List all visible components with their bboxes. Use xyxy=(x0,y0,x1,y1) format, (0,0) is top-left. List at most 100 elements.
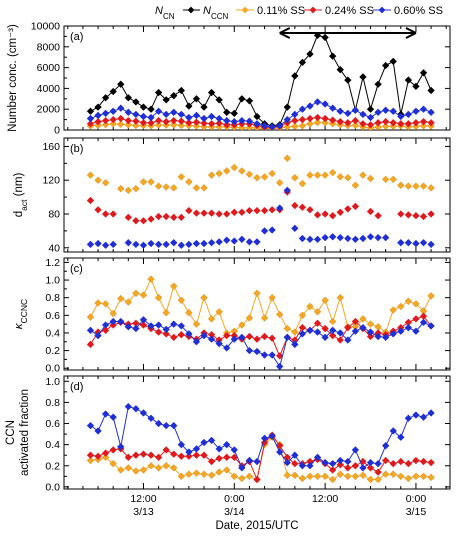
data-point xyxy=(94,452,102,461)
data-point xyxy=(253,475,261,484)
data-point xyxy=(185,240,193,249)
data-point xyxy=(313,171,322,179)
data-point xyxy=(132,467,140,475)
data-point xyxy=(344,464,352,472)
data-point xyxy=(404,474,413,483)
data-point xyxy=(253,347,261,356)
data-point xyxy=(344,457,352,466)
data-point xyxy=(139,466,148,474)
y-tick-label: 6000 xyxy=(37,62,61,74)
data-point xyxy=(366,332,375,341)
data-point xyxy=(397,210,405,218)
data-point xyxy=(222,210,231,218)
data-point xyxy=(230,109,239,118)
data-point xyxy=(109,115,117,124)
data-point xyxy=(336,293,345,302)
data-point xyxy=(389,306,397,314)
data-point xyxy=(192,122,201,130)
data-point xyxy=(109,446,117,454)
data-point xyxy=(412,472,420,481)
data-point xyxy=(427,240,435,249)
data-point xyxy=(313,211,322,219)
data-point xyxy=(94,427,102,435)
legend-marker-024 xyxy=(309,6,317,14)
data-point xyxy=(283,458,292,467)
data-point xyxy=(124,94,133,102)
data-point xyxy=(306,171,314,179)
data-point xyxy=(139,291,148,299)
data-point xyxy=(215,445,223,453)
data-point xyxy=(238,208,246,217)
data-point xyxy=(222,121,231,129)
data-point xyxy=(215,468,223,476)
data-point xyxy=(222,167,231,175)
data-point xyxy=(336,460,345,469)
data-point xyxy=(109,210,117,218)
data-point xyxy=(336,208,345,217)
data-point xyxy=(222,453,231,462)
data-point xyxy=(192,451,201,459)
data-point xyxy=(419,472,428,481)
data-point xyxy=(298,474,307,483)
data-point xyxy=(117,184,125,193)
data-point xyxy=(86,171,95,179)
data-point xyxy=(427,86,435,95)
data-point xyxy=(397,120,405,128)
series-0-24-ss xyxy=(86,312,435,360)
data-point xyxy=(200,239,208,248)
panel-label: (b) xyxy=(70,143,83,155)
data-point xyxy=(404,414,413,422)
y-axis-title: dact (nm) xyxy=(13,173,29,218)
data-point xyxy=(245,170,254,179)
data-point xyxy=(117,443,125,451)
data-point xyxy=(200,331,208,340)
data-point xyxy=(291,328,299,336)
data-point xyxy=(207,171,216,179)
data-point xyxy=(169,116,178,125)
data-point xyxy=(101,453,110,462)
data-point xyxy=(101,121,110,129)
data-point xyxy=(366,121,375,129)
data-point xyxy=(298,115,307,124)
data-point xyxy=(336,329,345,337)
data-point xyxy=(109,87,117,96)
data-point xyxy=(147,239,155,248)
x-tick-label: 12:00 xyxy=(130,493,156,505)
data-point xyxy=(132,404,140,413)
data-point xyxy=(336,470,345,478)
data-point xyxy=(238,321,246,329)
data-point xyxy=(268,334,276,343)
data-point xyxy=(381,470,390,478)
data-point xyxy=(139,217,148,225)
data-point xyxy=(291,471,299,480)
data-point xyxy=(154,121,163,129)
data-point xyxy=(374,233,382,242)
data-point xyxy=(298,58,307,67)
data-point xyxy=(124,186,133,195)
data-point xyxy=(381,233,390,242)
data-point xyxy=(238,95,246,103)
data-point xyxy=(419,238,428,247)
data-point xyxy=(139,409,148,417)
data-point xyxy=(344,323,352,332)
data-point xyxy=(139,118,148,127)
data-point xyxy=(291,224,299,233)
y-tick-label: 2000 xyxy=(37,104,61,116)
data-point xyxy=(291,451,299,459)
legend-label-011: 0.11% SS xyxy=(257,5,305,17)
data-point xyxy=(283,154,292,163)
data-point xyxy=(245,456,254,465)
data-point xyxy=(94,206,102,214)
data-point xyxy=(427,118,435,127)
data-point xyxy=(291,72,299,80)
data-point xyxy=(86,326,95,335)
data-point xyxy=(162,308,170,317)
data-point xyxy=(412,211,420,220)
data-point xyxy=(412,107,420,116)
x-tick-label-date: 3/14 xyxy=(224,506,245,518)
data-point xyxy=(313,319,322,328)
data-point xyxy=(404,211,413,219)
panel-3: 0.0 0.2 0.4 0.6 0.8 1.0 1.2 (c) κCCNC xyxy=(13,257,451,375)
data-point xyxy=(86,421,95,430)
data-point xyxy=(124,323,133,331)
